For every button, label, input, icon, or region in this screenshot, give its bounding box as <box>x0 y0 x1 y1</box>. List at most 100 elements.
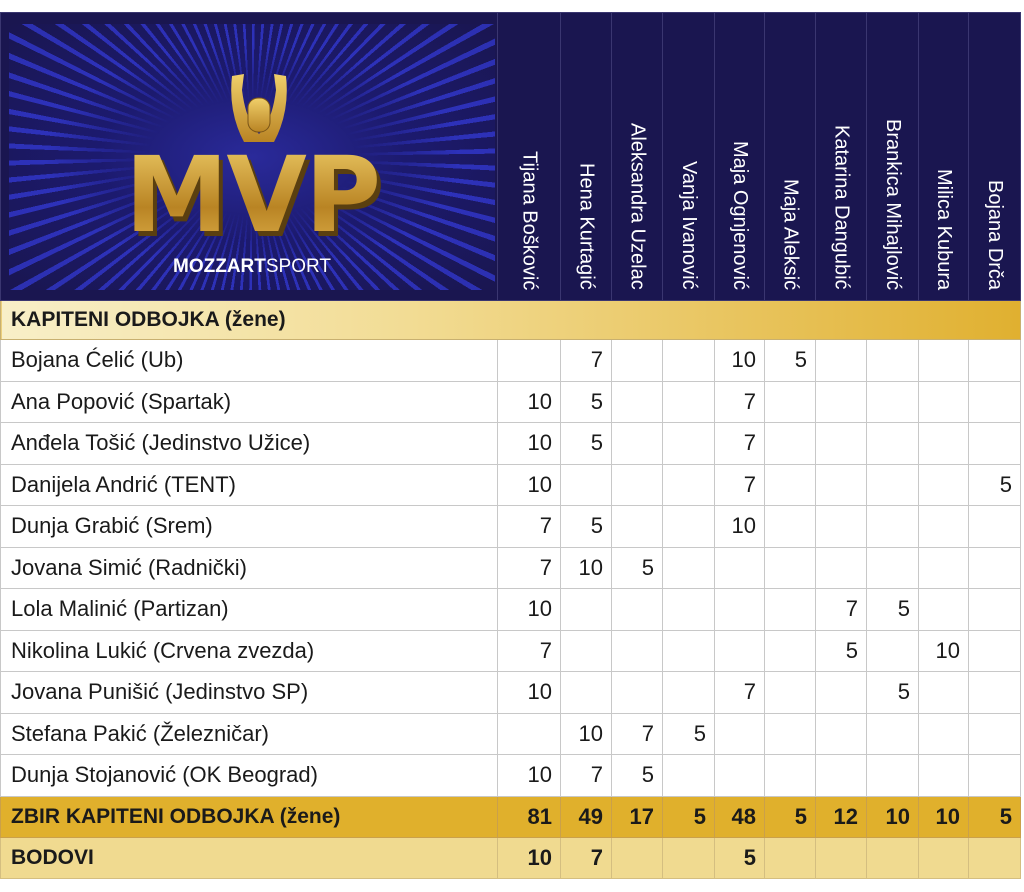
score-cell <box>662 836 715 879</box>
score-cell <box>918 505 969 548</box>
brand-name: MOZZARTSPORT <box>173 256 331 277</box>
total-row: ZBIR KAPITENI ODBOJKA (žene) 81 49 17 5 48 5 12… <box>0 795 1021 838</box>
score-cell <box>866 836 919 879</box>
score-cell: 7 <box>714 380 765 423</box>
header-row: MVP MOZZARTSPORT Tijana Bošković Hena Kur… <box>0 12 1021 301</box>
table-row: Jovana Punišić (Jedinstvo SP) 10 7 5 <box>0 671 1021 714</box>
score-cell <box>611 505 663 548</box>
score-cell <box>611 629 663 672</box>
column-header: Maja Aleksić <box>764 12 816 301</box>
row-label: ZBIR KAPITENI ODBOJKA (žene) <box>0 795 498 838</box>
score-cell: 10 <box>497 754 561 797</box>
score-cell <box>560 588 612 631</box>
score-cell <box>714 588 765 631</box>
row-label: Jovana Punišić (Jedinstvo SP) <box>0 671 498 714</box>
score-cell <box>866 380 919 423</box>
score-cell <box>866 505 919 548</box>
score-cell: 5 <box>611 546 663 589</box>
row-label: Jovana Simić (Radnički) <box>0 546 498 589</box>
score-cell: 5 <box>662 712 715 755</box>
mvp-table: MVP MOZZARTSPORT Tijana Bošković Hena Kur… <box>0 12 1021 879</box>
column-header: Aleksandra Uzelac <box>611 12 663 301</box>
logo-cell: MVP MOZZARTSPORT <box>0 12 498 301</box>
points-row: BODOVI 10 7 5 <box>0 836 1021 879</box>
score-cell <box>662 588 715 631</box>
score-cell <box>918 712 969 755</box>
score-cell <box>968 339 1021 382</box>
column-name: Tijana Bošković <box>518 150 541 290</box>
score-cell <box>662 380 715 423</box>
row-label: Anđela Tošić (Jedinstvo Užice) <box>0 422 498 465</box>
score-cell: 7 <box>497 629 561 672</box>
score-cell <box>968 505 1021 548</box>
score-cell: 5 <box>560 380 612 423</box>
score-cell <box>764 588 816 631</box>
score-cell: 5 <box>968 463 1021 506</box>
section-header-row: KAPITENI ODBOJKA (žene) <box>0 300 1021 340</box>
score-cell <box>497 339 561 382</box>
score-cell: 7 <box>560 754 612 797</box>
score-cell <box>866 463 919 506</box>
score-cell <box>815 380 867 423</box>
score-cell <box>815 671 867 714</box>
section-title: KAPITENI ODBOJKA (žene) <box>0 300 1021 340</box>
score-cell: 10 <box>560 546 612 589</box>
score-cell: 81 <box>497 795 561 838</box>
score-cell <box>764 712 816 755</box>
score-cell: 7 <box>815 588 867 631</box>
score-cell <box>815 422 867 465</box>
row-label: Lola Malinić (Partizan) <box>0 588 498 631</box>
score-cell: 7 <box>714 463 765 506</box>
score-cell <box>611 463 663 506</box>
column-name: Milica Kubura <box>933 168 955 290</box>
table-row: Nikolina Lukić (Crvena zvezda) 7 5 10 <box>0 629 1021 672</box>
score-cell <box>968 380 1021 423</box>
score-cell: 7 <box>497 505 561 548</box>
mvp-logo: MVP MOZZARTSPORT <box>9 24 495 290</box>
table-row: Lola Malinić (Partizan) 10 7 5 <box>0 588 1021 631</box>
score-cell <box>918 380 969 423</box>
score-cell <box>866 339 919 382</box>
row-label: Danijela Andrić (TENT) <box>0 463 498 506</box>
column-name: Brankica Mihajlović <box>882 118 904 290</box>
column-name: Hena Kurtagić <box>575 163 598 290</box>
score-cell <box>611 380 663 423</box>
score-cell <box>968 422 1021 465</box>
score-cell: 17 <box>611 795 663 838</box>
score-cell: 10 <box>497 422 561 465</box>
table-row: Jovana Simić (Radnički) 7 10 5 <box>0 546 1021 589</box>
score-cell <box>662 463 715 506</box>
score-cell: 10 <box>497 836 561 879</box>
score-cell <box>968 671 1021 714</box>
score-cell <box>662 422 715 465</box>
score-cell: 7 <box>611 712 663 755</box>
score-cell <box>497 712 561 755</box>
score-cell <box>611 339 663 382</box>
score-cell <box>662 671 715 714</box>
score-cell <box>662 546 715 589</box>
table-row: Anđela Tošić (Jedinstvo Užice) 10 5 7 <box>0 422 1021 465</box>
score-cell <box>918 836 969 879</box>
column-name: Bojana Drča <box>984 179 1006 290</box>
score-cell: 5 <box>764 795 816 838</box>
score-cell <box>866 712 919 755</box>
table-row: Stefana Pakić (Železničar) 10 7 5 <box>0 712 1021 755</box>
score-cell <box>918 546 969 589</box>
score-cell: 10 <box>560 712 612 755</box>
score-cell <box>918 671 969 714</box>
column-header: Hena Kurtagić <box>560 12 612 301</box>
score-cell <box>968 836 1021 879</box>
score-cell <box>662 505 715 548</box>
row-label: Stefana Pakić (Železničar) <box>0 712 498 755</box>
score-cell <box>764 380 816 423</box>
score-cell: 10 <box>918 795 969 838</box>
score-cell <box>714 754 765 797</box>
column-header: Brankica Mihajlović <box>866 12 919 301</box>
table-row: Danijela Andrić (TENT) 10 7 5 <box>0 463 1021 506</box>
score-cell <box>611 588 663 631</box>
column-header: Milica Kubura <box>918 12 969 301</box>
column-name: Maja Aleksić <box>779 178 802 290</box>
score-cell <box>764 463 816 506</box>
score-cell: 10 <box>497 380 561 423</box>
score-cell: 5 <box>611 754 663 797</box>
